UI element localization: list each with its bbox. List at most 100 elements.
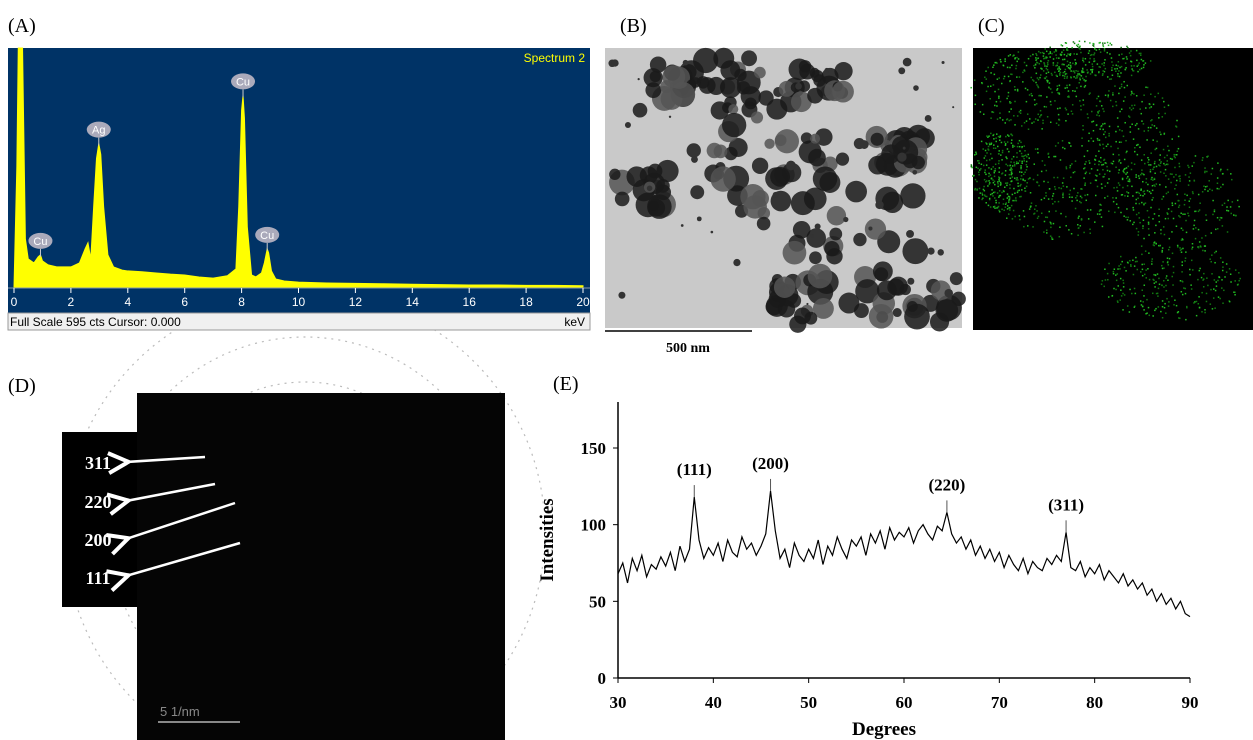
signal xyxy=(1003,190,1005,193)
signal xyxy=(1029,177,1031,179)
particle xyxy=(859,140,869,149)
signal xyxy=(999,112,1001,114)
signal xyxy=(1084,163,1086,165)
signal xyxy=(1045,195,1047,197)
signal xyxy=(1063,58,1066,61)
signal xyxy=(1041,68,1043,70)
signal xyxy=(1166,213,1169,215)
signal xyxy=(1209,188,1211,191)
signal xyxy=(997,135,1000,138)
signal xyxy=(1085,171,1088,173)
signal xyxy=(1006,197,1009,199)
signal xyxy=(1145,269,1147,271)
signal xyxy=(992,179,994,181)
signal xyxy=(1095,49,1098,51)
particle xyxy=(624,121,631,129)
signal xyxy=(1021,189,1023,191)
signal xyxy=(1018,111,1021,113)
signal xyxy=(1190,284,1192,286)
signal xyxy=(1206,185,1208,188)
signal xyxy=(1102,128,1104,131)
signal xyxy=(1080,201,1082,204)
signal xyxy=(1019,150,1021,152)
signal xyxy=(1204,309,1206,311)
signal xyxy=(1065,167,1068,170)
signal xyxy=(1021,162,1023,164)
signal xyxy=(986,152,988,154)
signal xyxy=(1202,157,1204,159)
signal xyxy=(1123,215,1125,217)
signal xyxy=(1154,309,1156,312)
signal xyxy=(989,97,991,100)
signal xyxy=(1124,121,1126,124)
signal xyxy=(1024,149,1026,152)
signal xyxy=(1019,109,1022,112)
signal xyxy=(1042,55,1045,57)
signal xyxy=(1018,160,1021,162)
signal xyxy=(1161,249,1164,252)
signal xyxy=(1179,280,1182,282)
signal xyxy=(1051,238,1054,241)
signal xyxy=(1078,200,1081,203)
signal xyxy=(1137,234,1140,236)
signal xyxy=(1151,199,1153,201)
signal xyxy=(1081,67,1084,70)
signal xyxy=(1078,215,1080,218)
signal xyxy=(1018,145,1021,148)
signal xyxy=(1065,215,1067,218)
signal xyxy=(1018,139,1021,142)
signal xyxy=(1049,56,1051,58)
signal xyxy=(1180,212,1182,215)
signal xyxy=(1097,111,1099,113)
signal xyxy=(1186,305,1188,308)
signal xyxy=(1143,263,1145,265)
signal xyxy=(1227,199,1229,202)
signal xyxy=(1184,213,1186,215)
signal xyxy=(1152,315,1154,317)
signal xyxy=(1100,125,1102,128)
signal xyxy=(1043,220,1046,223)
particle xyxy=(643,68,663,88)
signal xyxy=(1220,217,1223,219)
signal xyxy=(1052,62,1055,64)
signal xyxy=(1046,232,1048,234)
signal xyxy=(1050,223,1052,225)
signal xyxy=(1126,84,1129,87)
signal xyxy=(1066,84,1068,87)
signal xyxy=(1148,107,1151,109)
signal xyxy=(1103,175,1105,178)
signal xyxy=(973,174,975,177)
signal xyxy=(1111,61,1113,63)
signal xyxy=(1046,79,1048,82)
signal xyxy=(1059,74,1061,76)
signal xyxy=(1032,53,1034,56)
panel-label: (B) xyxy=(620,15,647,37)
signal xyxy=(1124,195,1126,197)
signal xyxy=(1173,176,1175,178)
signal xyxy=(998,202,1000,204)
signal xyxy=(1083,155,1086,158)
signal xyxy=(1114,68,1116,70)
annotation-badge xyxy=(231,73,256,90)
signal xyxy=(1008,199,1010,201)
signal xyxy=(1225,271,1228,273)
signal xyxy=(1159,183,1161,186)
signal xyxy=(1070,110,1073,113)
signal xyxy=(1075,197,1077,199)
signal xyxy=(1071,104,1074,106)
signal xyxy=(1056,62,1059,64)
signal xyxy=(1132,70,1135,72)
signal xyxy=(1006,164,1009,167)
signal xyxy=(1204,171,1206,174)
signal xyxy=(1073,42,1076,45)
signal xyxy=(1121,260,1123,263)
signal xyxy=(1066,49,1068,51)
signal xyxy=(1096,213,1099,215)
signal xyxy=(1110,44,1113,46)
signal xyxy=(1022,210,1025,212)
signal xyxy=(1142,225,1144,227)
signal xyxy=(1004,174,1007,176)
signal xyxy=(1102,45,1105,48)
signal xyxy=(1153,279,1155,282)
signal xyxy=(1179,175,1181,177)
